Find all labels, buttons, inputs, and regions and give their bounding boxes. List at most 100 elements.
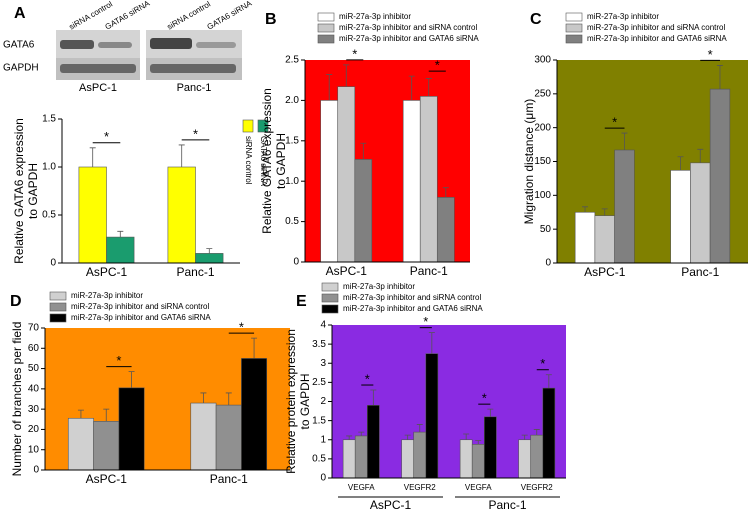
- legend-label: miR-27a-3p inhibitor and GATA6 siRNA: [343, 304, 483, 313]
- error-bar: [487, 408, 494, 417]
- bar: [401, 439, 415, 479]
- bar: [530, 434, 544, 479]
- y-tick-label: 250: [534, 88, 551, 99]
- legend-label: miR-27a-3p inhibitor and GATA6 siRNA: [71, 313, 211, 322]
- y-tick-label: 30: [28, 404, 40, 415]
- y-tick-label: 1.5: [42, 114, 56, 125]
- y-tick-label: 4: [320, 320, 326, 331]
- band: [196, 42, 236, 48]
- panel-letter: C: [530, 11, 542, 28]
- bar: [190, 402, 217, 471]
- bar: [471, 444, 485, 479]
- legend-swatch: [565, 12, 583, 22]
- x-tick-label: Panc-1: [176, 265, 214, 279]
- error-bar: [601, 208, 608, 216]
- error-bar: [225, 392, 232, 406]
- significance: *: [540, 356, 545, 371]
- bar: [354, 435, 368, 479]
- bar: [93, 421, 120, 471]
- error-bar: [103, 408, 110, 422]
- lane-label: GATA6 siRNA: [206, 0, 254, 32]
- y-tick-label: 40: [28, 383, 40, 394]
- bar: [542, 387, 556, 479]
- group-label: AsPC-1: [370, 498, 412, 512]
- significance: *: [365, 371, 370, 386]
- y-tick-label: 0: [545, 258, 551, 269]
- significance: *: [116, 353, 121, 368]
- bar: [459, 439, 473, 479]
- bar: [337, 86, 356, 263]
- error-bar: [251, 337, 258, 359]
- significance: *: [708, 47, 713, 62]
- panel-letter: B: [265, 11, 277, 28]
- significance: *: [482, 391, 487, 406]
- y-axis-label: Number of branches per field: [10, 322, 24, 477]
- legend-label: miR-27a-3p inhibitor and siRNA control: [343, 293, 482, 302]
- error-bar: [442, 187, 449, 198]
- error-bar: [697, 148, 704, 163]
- significance: *: [612, 115, 617, 130]
- bar: [419, 96, 438, 263]
- x-tick-label: VEGFR2: [521, 483, 554, 492]
- error-bar: [200, 392, 207, 404]
- y-axis-label: Relative protein expression: [284, 329, 298, 474]
- error-bar: [326, 74, 333, 101]
- y-tick-label: 100: [534, 190, 551, 201]
- bar: [167, 166, 196, 264]
- y-tick-label: 0: [33, 465, 39, 476]
- y-tick-label: 0.5: [42, 210, 56, 221]
- x-tick-label: AsPC-1: [584, 265, 626, 279]
- bar: [425, 353, 439, 479]
- y-tick-label: 2.5: [312, 377, 326, 388]
- error-bar: [416, 424, 423, 433]
- bar: [320, 100, 339, 263]
- legend-label: miR-27a-3p inhibitor and siRNA control: [587, 23, 726, 32]
- error-bar: [343, 64, 350, 87]
- error-bar: [428, 332, 435, 354]
- y-axis-label: to GAPDH: [274, 133, 288, 189]
- significance: *: [104, 129, 109, 144]
- bar: [518, 439, 532, 479]
- legend-label: miR-27a-3p inhibitor and siRNA control: [71, 302, 210, 311]
- y-tick-label: 0.5: [312, 454, 326, 465]
- legend-swatch: [321, 293, 339, 303]
- y-tick-label: 50: [28, 363, 40, 374]
- legend-swatch: [257, 119, 269, 133]
- y-tick-label: 3.5: [312, 339, 326, 350]
- y-tick-label: 1.0: [42, 162, 56, 173]
- y-tick-label: 50: [540, 224, 552, 235]
- bar: [690, 162, 711, 264]
- y-tick-label: 70: [28, 323, 40, 334]
- x-tick-label: Panc-1: [210, 472, 248, 486]
- legend-swatch: [49, 313, 67, 323]
- blot: A GATA6 GAPDH AsPC-1 Panc-1 siRNA contro…: [3, 0, 254, 94]
- row-label: GAPDH: [3, 63, 39, 74]
- x-tick-label: Panc-1: [681, 265, 719, 279]
- x-tick-label: Panc-1: [410, 264, 448, 278]
- band: [60, 64, 136, 73]
- legend-swatch: [49, 291, 67, 301]
- error-bar: [404, 434, 411, 440]
- group-label: Panc-1: [488, 498, 526, 512]
- significance: *: [193, 126, 198, 141]
- band: [98, 42, 132, 48]
- bar: [614, 149, 635, 264]
- bar: [106, 236, 135, 264]
- legend-swatch: [321, 282, 339, 292]
- error-bar: [370, 389, 377, 406]
- y-tick-label: 1.5: [312, 415, 326, 426]
- x-tick-label: AsPC-1: [326, 264, 368, 278]
- y-axis-label: Relative GATA6 expression: [12, 118, 26, 264]
- y-tick-label: 0: [50, 258, 56, 269]
- bar: [436, 197, 455, 263]
- cell-label: AsPC-1: [79, 82, 117, 94]
- legend-swatch: [321, 304, 339, 314]
- cell-label: Panc-1: [177, 82, 212, 94]
- legend-swatch: [317, 34, 335, 44]
- error-bar: [545, 374, 552, 389]
- error-bar: [621, 132, 628, 150]
- error-bar: [117, 230, 124, 238]
- error-bar: [346, 435, 353, 440]
- legend-label: miR-27a-3p inhibitor and GATA6 siRNA: [339, 34, 479, 43]
